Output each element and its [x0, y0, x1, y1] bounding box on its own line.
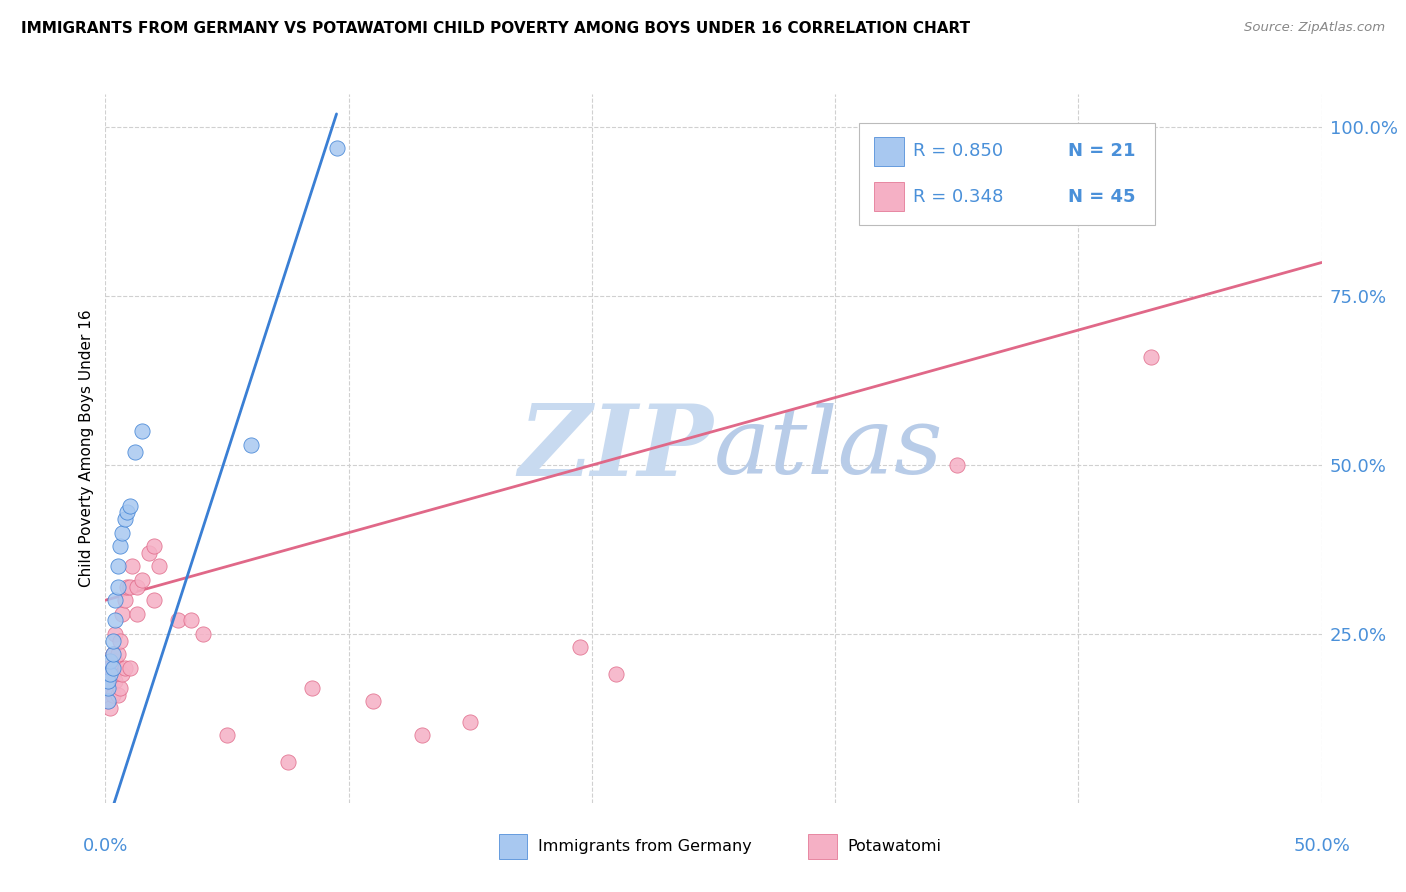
Point — [108, 539, 131, 553]
Point — [98, 667, 121, 681]
Point — [143, 539, 166, 553]
Point — [1140, 350, 1163, 364]
Point — [118, 661, 141, 675]
Point — [97, 694, 120, 708]
Point — [104, 654, 127, 668]
Point — [111, 607, 134, 621]
Point — [114, 661, 136, 675]
Text: Potawatomi: Potawatomi — [848, 839, 942, 854]
Point — [121, 559, 143, 574]
Text: N = 21: N = 21 — [1067, 143, 1135, 161]
Point — [131, 425, 153, 439]
Text: 0.0%: 0.0% — [83, 837, 128, 855]
Point — [97, 674, 120, 689]
Text: atlas: atlas — [713, 403, 943, 493]
Point — [118, 499, 141, 513]
Point — [107, 580, 129, 594]
Point — [111, 525, 134, 540]
Point — [125, 607, 148, 621]
Point — [167, 614, 190, 628]
Point — [191, 627, 214, 641]
Point — [277, 756, 299, 770]
Point — [104, 614, 127, 628]
Point — [325, 141, 347, 155]
Text: IMMIGRANTS FROM GERMANY VS POTAWATOMI CHILD POVERTY AMONG BOYS UNDER 16 CORRELAT: IMMIGRANTS FROM GERMANY VS POTAWATOMI CH… — [21, 21, 970, 36]
Point — [104, 593, 127, 607]
Point — [101, 647, 124, 661]
Point — [107, 559, 129, 574]
Point — [568, 640, 591, 655]
Point — [98, 681, 121, 695]
Point — [131, 573, 153, 587]
Text: 50.0%: 50.0% — [1294, 837, 1350, 855]
Point — [101, 661, 124, 675]
Point — [143, 593, 166, 607]
Text: Source: ZipAtlas.com: Source: ZipAtlas.com — [1244, 21, 1385, 34]
Point — [101, 633, 124, 648]
Point — [97, 674, 120, 689]
Point — [180, 614, 202, 628]
Point — [104, 674, 127, 689]
Point — [138, 546, 160, 560]
Text: R = 0.348: R = 0.348 — [912, 187, 1004, 206]
Point — [107, 688, 129, 702]
Point — [117, 505, 139, 519]
Point — [101, 667, 124, 681]
Point — [217, 728, 239, 742]
Point — [124, 444, 146, 458]
Point — [97, 661, 120, 675]
Point — [97, 681, 120, 695]
Point — [98, 661, 121, 675]
Point — [114, 512, 136, 526]
Point — [458, 714, 481, 729]
Point — [118, 580, 141, 594]
Point — [108, 681, 131, 695]
Point — [104, 627, 127, 641]
Point — [107, 647, 129, 661]
Point — [97, 694, 120, 708]
Point — [101, 647, 124, 661]
Point — [101, 688, 124, 702]
Point — [98, 701, 121, 715]
Point — [301, 681, 323, 695]
Point — [98, 654, 121, 668]
Point — [117, 580, 139, 594]
Point — [108, 633, 131, 648]
Point — [114, 593, 136, 607]
Point — [945, 458, 967, 472]
Point — [125, 580, 148, 594]
Point — [107, 661, 129, 675]
Point — [240, 438, 263, 452]
Text: R = 0.850: R = 0.850 — [912, 143, 1002, 161]
Text: N = 45: N = 45 — [1067, 187, 1135, 206]
Text: Immigrants from Germany: Immigrants from Germany — [538, 839, 752, 854]
Point — [411, 728, 433, 742]
Y-axis label: Child Poverty Among Boys Under 16: Child Poverty Among Boys Under 16 — [79, 310, 94, 587]
Point — [111, 667, 134, 681]
Point — [605, 667, 627, 681]
Point — [148, 559, 170, 574]
Text: ZIP: ZIP — [519, 400, 713, 497]
Point — [361, 694, 384, 708]
